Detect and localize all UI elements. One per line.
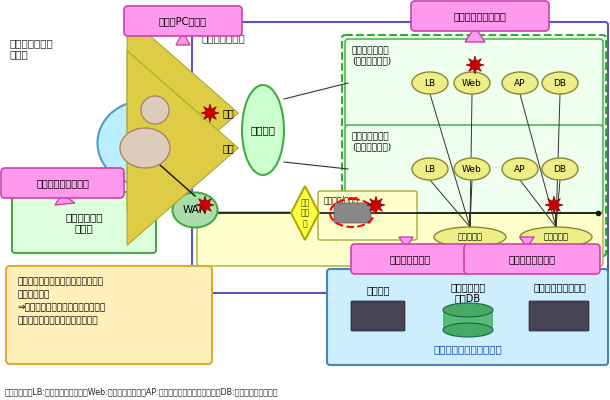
FancyBboxPatch shape — [334, 203, 371, 223]
Text: 提供設備の問題: 提供設備の問題 — [389, 254, 431, 264]
Text: AP: AP — [514, 164, 526, 174]
Polygon shape — [176, 32, 190, 45]
FancyBboxPatch shape — [6, 266, 212, 364]
Text: サービス供給の状況を入り口付近で: サービス供給の状況を入り口付近で — [17, 277, 103, 286]
Ellipse shape — [173, 192, 218, 228]
FancyBboxPatch shape — [192, 22, 608, 293]
Text: 責任
分解
点: 責任 分解 点 — [300, 198, 310, 228]
Ellipse shape — [242, 85, 284, 175]
Text: 利用: 利用 — [222, 108, 234, 118]
Polygon shape — [55, 194, 75, 205]
Polygon shape — [196, 196, 214, 214]
FancyBboxPatch shape — [12, 192, 156, 253]
Text: モニタ、分析: モニタ、分析 — [17, 290, 49, 299]
Text: 中継キャリアの問題: 中継キャリアの問題 — [36, 178, 89, 188]
FancyBboxPatch shape — [351, 301, 405, 331]
Text: 利用者PCの問題: 利用者PCの問題 — [159, 16, 207, 26]
Polygon shape — [291, 186, 319, 240]
Ellipse shape — [502, 72, 538, 94]
Text: スイッチ/タップ: スイッチ/タップ — [324, 195, 359, 204]
Ellipse shape — [454, 72, 490, 94]
Text: 仕想システムの問題: 仕想システムの問題 — [454, 11, 506, 21]
Text: DB: DB — [553, 164, 567, 174]
Text: 仕想システムＡ
(利用者管理物): 仕想システムＡ (利用者管理物) — [352, 46, 391, 65]
Text: サービス: サービス — [251, 125, 276, 135]
Ellipse shape — [454, 158, 490, 180]
Text: Web: Web — [462, 164, 482, 174]
Text: DB: DB — [553, 78, 567, 88]
Text: 【略語凡例】LB:ロードバランサ　　Web:ウェブサーバ　　AP:アプリケーションサーバ　　DB:データベースサーバ: 【略語凡例】LB:ロードバランサ Web:ウェブサーバ AP:アプリケーションサ… — [5, 387, 279, 396]
FancyBboxPatch shape — [351, 244, 469, 274]
FancyBboxPatch shape — [529, 301, 589, 331]
Ellipse shape — [412, 72, 448, 94]
Polygon shape — [399, 237, 413, 248]
Text: 仕想システムＢ
(利用者管理物): 仕想システムＢ (利用者管理物) — [352, 132, 391, 151]
Text: データセンター: データセンター — [201, 33, 245, 43]
FancyBboxPatch shape — [342, 35, 606, 256]
Ellipse shape — [542, 72, 578, 94]
Polygon shape — [465, 27, 485, 42]
Text: 仕想化基盤: 仕想化基盤 — [458, 232, 483, 242]
Text: LB: LB — [425, 78, 436, 88]
Text: LB: LB — [425, 164, 436, 174]
Text: をサービス視点で実現可能。: をサービス視点で実現可能。 — [17, 316, 98, 325]
Text: WAN: WAN — [183, 205, 207, 215]
Text: 中継キャリア
事業者: 中継キャリア 事業者 — [65, 212, 102, 233]
Ellipse shape — [443, 303, 493, 317]
Text: 利用: 利用 — [222, 143, 234, 153]
Text: 仕想システム
構成DB: 仕想システム 構成DB — [450, 282, 486, 304]
Text: Web: Web — [462, 78, 482, 88]
FancyBboxPatch shape — [124, 6, 242, 36]
Ellipse shape — [120, 128, 170, 168]
Ellipse shape — [434, 227, 506, 247]
FancyBboxPatch shape — [345, 39, 603, 127]
Polygon shape — [466, 56, 484, 74]
FancyBboxPatch shape — [327, 269, 608, 365]
Polygon shape — [201, 104, 219, 122]
Polygon shape — [545, 196, 563, 214]
Text: AP: AP — [514, 78, 526, 88]
Text: サービス可視化システム: サービス可視化システム — [433, 344, 502, 354]
FancyBboxPatch shape — [197, 212, 603, 266]
Circle shape — [141, 96, 169, 124]
FancyBboxPatch shape — [345, 125, 603, 213]
Ellipse shape — [542, 158, 578, 180]
Ellipse shape — [520, 227, 592, 247]
Text: 仕想化環境の問題: 仕想化環境の問題 — [509, 254, 556, 264]
FancyBboxPatch shape — [464, 244, 600, 274]
Polygon shape — [367, 196, 385, 214]
Ellipse shape — [502, 158, 538, 180]
Polygon shape — [520, 237, 534, 248]
Ellipse shape — [98, 100, 193, 186]
Bar — [443, 310, 493, 330]
Text: ⇒　通信設備を含む問題の切り分け: ⇒ 通信設備を含む問題の切り分け — [17, 303, 105, 312]
Text: データセンター
利用者: データセンター 利用者 — [10, 38, 54, 60]
Text: 故障検知: 故障検知 — [366, 285, 390, 295]
Text: サーバ構成情報収集: サーバ構成情報収集 — [534, 282, 586, 292]
FancyBboxPatch shape — [318, 191, 417, 240]
Text: 仕想化基盤: 仕想化基盤 — [544, 232, 569, 242]
Ellipse shape — [443, 323, 493, 337]
Ellipse shape — [412, 158, 448, 180]
FancyBboxPatch shape — [411, 1, 549, 31]
FancyBboxPatch shape — [1, 168, 124, 198]
